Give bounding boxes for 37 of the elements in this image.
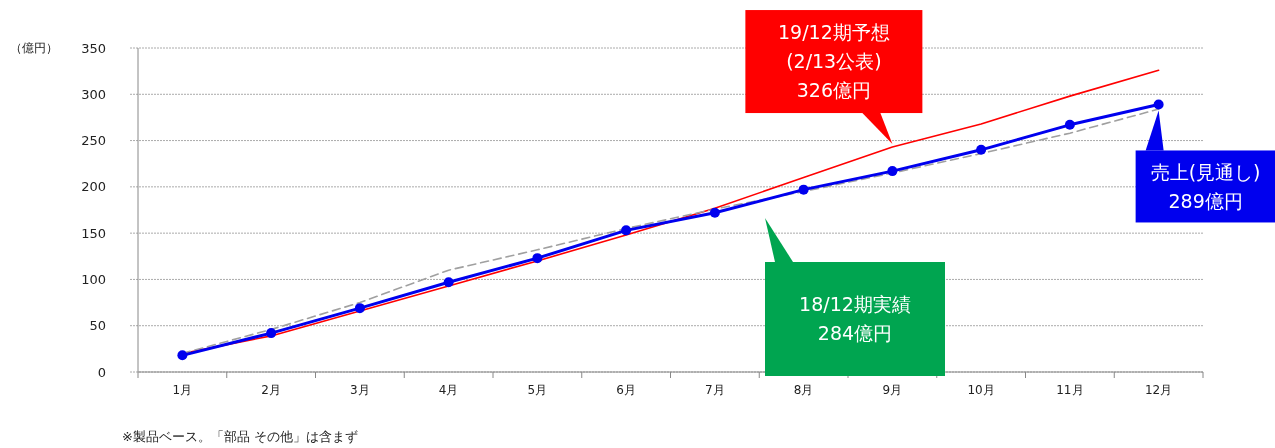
x-tick-label: 8月 (793, 383, 814, 397)
x-tick-label: 7月 (705, 383, 725, 397)
y-tick-label: 100 (81, 271, 106, 287)
y-tick-label: 150 (81, 225, 106, 241)
x-tick-label: 9月 (882, 383, 903, 397)
x-tick-label: 5月 (527, 383, 548, 397)
text: ※製品ベース。「部品 その他」は含まず (122, 429, 359, 444)
y-axis-title: （億円） (10, 41, 58, 55)
x-tick-label: 10月 (967, 383, 995, 397)
point (266, 328, 277, 339)
point (532, 253, 543, 264)
point (798, 184, 809, 195)
point (443, 277, 454, 288)
point (887, 166, 898, 177)
annotation: 19/12期予想 (2/13公表) 326億円 (777, 21, 890, 102)
x-tick-label: 2月 (261, 383, 281, 397)
point (1064, 119, 1075, 130)
x-tick-label: 4月 (438, 383, 459, 397)
annotation: 18/12期実績 284億円 (799, 293, 911, 345)
point (621, 225, 632, 236)
point (177, 350, 188, 361)
x-tick-label: 11月 (1056, 383, 1084, 397)
x-tick-label: 6月 (616, 383, 636, 397)
x-tick-label: 3月 (350, 383, 370, 397)
annotation: 売上(見通し) 289億円 (1150, 160, 1261, 212)
y-tick-label: 50 (89, 318, 106, 334)
y-tick-label: 250 (81, 133, 106, 149)
x-tick-label: 12月 (1144, 383, 1173, 397)
y-tick-label: 200 (81, 179, 106, 195)
point (976, 144, 987, 155)
y-tick-label: 350 (81, 40, 106, 56)
point (1153, 99, 1164, 110)
point (709, 207, 720, 218)
point (354, 303, 365, 314)
y-tick-label: 300 (81, 86, 106, 102)
y-tick-label: 0 (97, 364, 106, 380)
x-tick-label: 1月 (172, 383, 193, 397)
